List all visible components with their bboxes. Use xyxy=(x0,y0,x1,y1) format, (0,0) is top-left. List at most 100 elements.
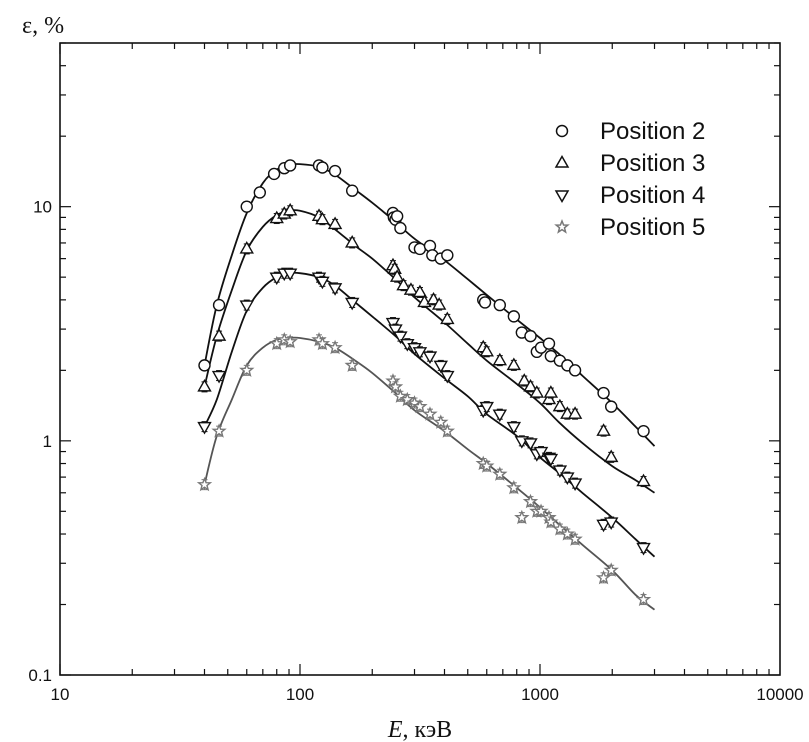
data-point xyxy=(212,424,226,437)
data-point xyxy=(480,459,494,472)
data-point xyxy=(560,406,575,420)
y-axis-tick-labels: 0.1 1 10 xyxy=(28,198,52,685)
star-marker xyxy=(507,481,521,494)
circle-marker xyxy=(524,329,537,343)
data-point xyxy=(493,467,507,480)
triangle-up-marker xyxy=(345,235,359,248)
triangle-down-marker xyxy=(197,421,212,434)
data-point xyxy=(212,298,226,312)
data-point xyxy=(390,210,404,223)
legend-label: Position 4 xyxy=(600,182,705,209)
legend: Position 2 Position 3 Position 4 Position 5 xyxy=(555,118,705,241)
circle-marker xyxy=(597,386,610,400)
data-point xyxy=(478,296,492,309)
data-point xyxy=(212,328,226,342)
data-point xyxy=(413,242,427,256)
data-point xyxy=(544,349,558,363)
triangle-up-marker xyxy=(553,399,567,412)
data-point xyxy=(480,401,494,414)
data-point xyxy=(393,389,407,402)
data-point xyxy=(328,217,342,230)
triangle-up-marker xyxy=(328,217,342,230)
circle-marker xyxy=(345,184,359,197)
data-point xyxy=(515,435,529,449)
circle-marker xyxy=(253,186,267,199)
triangle-down-marker xyxy=(636,542,651,555)
triangle-up-marker xyxy=(596,423,611,436)
data-point xyxy=(493,353,507,367)
data-point xyxy=(390,269,404,283)
x-axis-title-unit: , кэВ xyxy=(403,717,453,742)
triangle-up-marker xyxy=(212,328,226,341)
triangle-up-marker xyxy=(544,385,558,398)
legend-symbol-star xyxy=(555,220,569,233)
circle-marker xyxy=(604,400,618,413)
data-point xyxy=(440,424,454,437)
y-axis-title: ε, % xyxy=(22,13,64,39)
data-point xyxy=(544,453,558,466)
triangle-down-marker xyxy=(240,300,254,313)
x-tick-label: 100 xyxy=(286,685,314,704)
data-point xyxy=(604,450,618,463)
data-point xyxy=(597,386,610,400)
fit-curves xyxy=(203,163,656,611)
data-point xyxy=(400,392,414,406)
data-point xyxy=(507,421,521,434)
data-point xyxy=(604,400,618,413)
data-point xyxy=(315,275,330,289)
data-point xyxy=(283,335,297,348)
data-point xyxy=(597,571,611,584)
data-point xyxy=(270,211,284,225)
data-point xyxy=(328,340,342,354)
data-point xyxy=(328,282,342,296)
triangle-down-marker xyxy=(493,409,507,422)
fit-line-series-2 xyxy=(203,209,655,494)
data-point xyxy=(400,338,415,351)
circle-marker xyxy=(507,310,521,323)
circle-marker xyxy=(198,359,211,372)
triangle-up-marker xyxy=(493,353,507,366)
data-point xyxy=(345,184,359,197)
x-tick-label: 1000 xyxy=(521,685,559,704)
data-point xyxy=(568,406,582,420)
circle-marker xyxy=(212,298,226,312)
data-point xyxy=(493,298,507,312)
star-marker xyxy=(524,494,538,508)
data-point xyxy=(515,326,529,339)
circle-marker xyxy=(568,364,582,377)
data-markers xyxy=(197,159,651,606)
data-point xyxy=(345,358,359,372)
data-point xyxy=(267,167,281,181)
data-point xyxy=(534,446,548,459)
circle-marker xyxy=(441,249,454,262)
triangle-down-marker xyxy=(568,478,582,491)
data-point xyxy=(553,399,567,413)
data-point xyxy=(253,186,267,199)
plot-frame xyxy=(59,42,781,676)
data-point xyxy=(434,359,448,373)
data-point xyxy=(404,282,418,296)
circle-marker xyxy=(267,167,281,181)
data-point xyxy=(197,379,212,393)
star-marker xyxy=(515,510,529,524)
triangle-up-marker xyxy=(636,474,651,487)
x-tick-label: 10 xyxy=(51,685,70,704)
data-point xyxy=(636,474,651,488)
data-point xyxy=(413,346,427,360)
data-point xyxy=(426,249,439,262)
data-point xyxy=(524,494,538,508)
data-point xyxy=(604,516,618,530)
data-point xyxy=(544,515,558,528)
x-axis-tick-labels: 10 100 1000 10000 xyxy=(51,685,804,704)
data-point xyxy=(637,424,650,438)
y-tick-label: 0.1 xyxy=(28,666,52,685)
data-point xyxy=(408,396,422,409)
data-point xyxy=(515,510,529,524)
data-point xyxy=(568,364,582,377)
data-point xyxy=(524,329,537,343)
data-point xyxy=(507,310,521,323)
data-point xyxy=(480,344,494,358)
data-point xyxy=(240,299,254,313)
circle-marker xyxy=(328,164,342,178)
data-point xyxy=(240,363,254,377)
